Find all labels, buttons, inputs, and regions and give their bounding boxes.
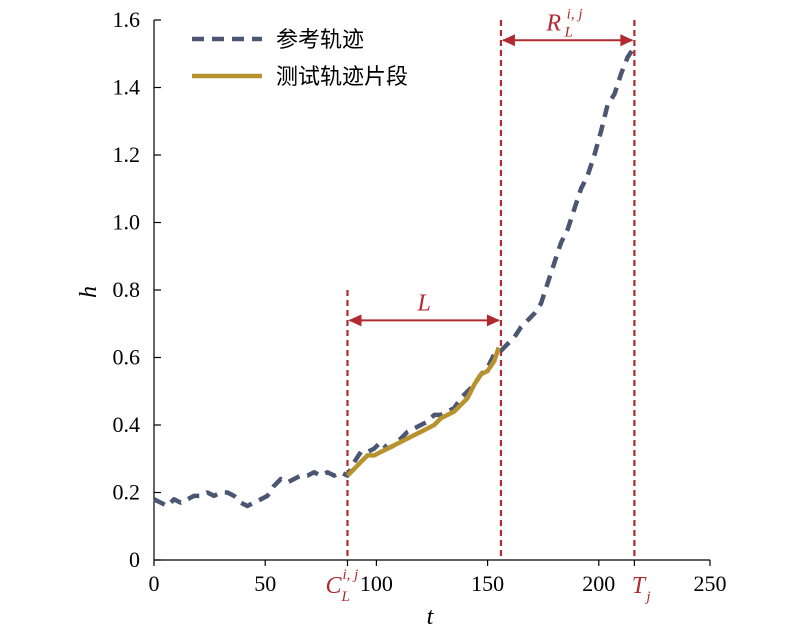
arrow-head-right — [486, 314, 500, 327]
arrow-head-right — [620, 34, 634, 47]
legend-label-reference: 参考轨迹 — [276, 28, 364, 53]
arrow-head-left — [501, 34, 515, 47]
axes — [153, 20, 710, 561]
x-tick-label: 50 — [254, 571, 276, 596]
x-ticks: 0 50 100 150 200 250 — [149, 560, 727, 596]
arrow-head-left — [348, 314, 362, 327]
span-label: L — [417, 290, 431, 316]
span-label-subscript: L — [564, 24, 573, 40]
x-marker-superscript: i, j — [342, 567, 358, 583]
y-tick-label: 1.0 — [113, 210, 141, 235]
x-tick-label: 150 — [471, 571, 504, 596]
x-marker-label: C — [325, 573, 342, 599]
span-label-superscript: i, j — [567, 6, 583, 22]
x-tick-label: 100 — [360, 571, 393, 596]
y-tick-label: 0.8 — [113, 277, 141, 302]
x-tick-label: 250 — [694, 571, 727, 596]
series-group — [153, 45, 637, 509]
series-line-test-segment — [345, 346, 501, 478]
y-ticks: 0 0.2 0.4 0.6 0.8 1.0 1.2 1.4 1.6 — [113, 7, 161, 572]
y-tick-label: 1.4 — [113, 75, 141, 100]
x-marker-subscript: L — [340, 589, 349, 605]
x-tick-label: 0 — [149, 571, 160, 596]
x-tick-label: 200 — [582, 571, 615, 596]
series-line-reference — [153, 45, 637, 509]
y-tick-label: 1.2 — [113, 142, 141, 167]
span-label: R — [545, 10, 561, 36]
legend-label-test-segment: 测试轨迹片段 — [276, 65, 408, 90]
y-axis-title: h — [76, 286, 102, 298]
y-tick-label: 0.4 — [113, 412, 141, 437]
x-axis-title: t — [427, 604, 435, 630]
legend: 参考轨迹 测试轨迹片段 — [192, 28, 408, 90]
x-marker-subscript: j — [644, 589, 650, 605]
y-tick-label: 0.6 — [113, 345, 141, 370]
y-tick-label: 1.6 — [113, 7, 141, 32]
x-marker-label: T — [632, 573, 647, 599]
y-tick-label: 0 — [129, 547, 140, 572]
y-tick-label: 0.2 — [113, 480, 141, 505]
